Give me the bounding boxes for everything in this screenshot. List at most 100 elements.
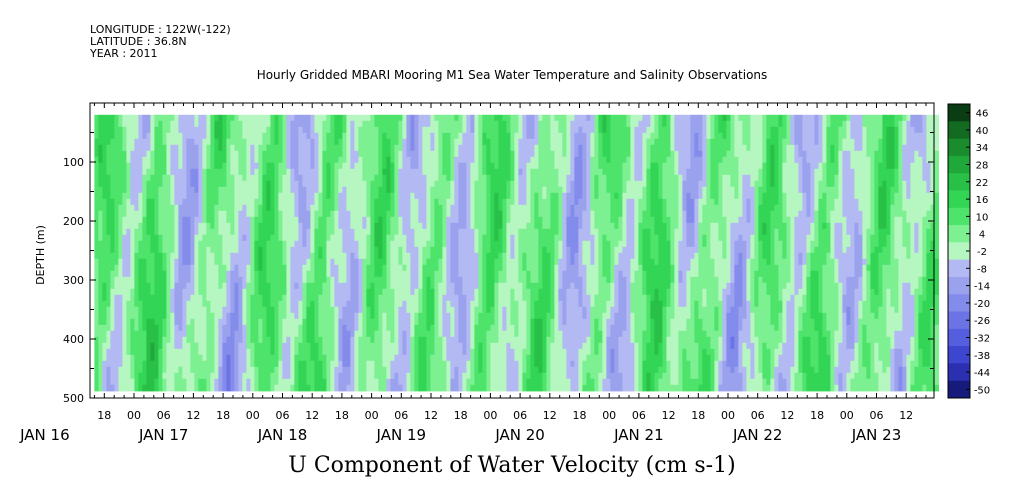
heatmap-cell (154, 294, 159, 302)
heatmap-cell (406, 144, 411, 152)
heatmap-cell (370, 132, 375, 140)
heatmap-cell (498, 342, 503, 350)
heatmap-cell (234, 366, 239, 374)
heatmap-cell (438, 318, 443, 326)
heatmap-cell (342, 240, 347, 248)
heatmap-cell (486, 294, 491, 302)
heatmap-cell (222, 126, 227, 134)
heatmap-cell (314, 126, 319, 134)
heatmap-cell (506, 132, 511, 140)
heatmap-cell (246, 324, 251, 332)
heatmap-cell (174, 132, 179, 140)
heatmap-cell (118, 318, 123, 326)
heatmap-cell (474, 276, 479, 284)
heatmap-cell (498, 132, 503, 140)
heatmap-cell (274, 222, 279, 230)
heatmap-cell (502, 288, 507, 296)
heatmap-cell (398, 294, 403, 302)
heatmap-cell (386, 366, 391, 374)
heatmap-cell (458, 348, 463, 356)
heatmap-cell (270, 222, 275, 230)
heatmap-cell (270, 162, 275, 170)
heatmap-cell (302, 324, 307, 332)
heatmap-cell (230, 240, 235, 248)
heatmap-cell (114, 366, 119, 374)
heatmap-cell (470, 192, 475, 200)
heatmap-cell (390, 138, 395, 146)
heatmap-cell (302, 246, 307, 254)
heatmap-cell (438, 288, 443, 296)
heatmap-cell (454, 138, 459, 146)
heatmap-cell (194, 384, 199, 392)
heatmap-cell (402, 354, 407, 362)
heatmap-cell (186, 138, 191, 146)
heatmap-cell (386, 324, 391, 332)
heatmap-cell (390, 210, 395, 218)
heatmap-cell (514, 150, 519, 158)
heatmap-cell (478, 216, 483, 224)
heatmap-cell (142, 144, 147, 152)
heatmap-cell (426, 216, 431, 224)
heatmap-cell (306, 138, 311, 146)
heatmap-cell (114, 306, 119, 314)
heatmap-cell (458, 312, 463, 320)
heatmap-cell (146, 336, 151, 344)
heatmap-cell (250, 324, 255, 332)
heatmap-cell (154, 186, 159, 194)
heatmap-cell (198, 216, 203, 224)
heatmap-cell (198, 186, 203, 194)
heatmap-cell (506, 360, 511, 368)
heatmap-cell (282, 240, 287, 248)
heatmap-cell (230, 246, 235, 254)
heatmap-cell (186, 186, 191, 194)
heatmap-cell (474, 282, 479, 290)
heatmap-cell (442, 198, 447, 206)
heatmap-cell (398, 342, 403, 350)
heatmap-cell (494, 318, 499, 326)
heatmap-cell (358, 342, 363, 350)
heatmap-cell (442, 252, 447, 260)
heatmap-cell (218, 132, 223, 140)
heatmap-cell (158, 186, 163, 194)
heatmap-cell (342, 378, 347, 386)
heatmap-cell (214, 378, 219, 386)
heatmap-cell (354, 150, 359, 158)
heatmap-cell (186, 198, 191, 206)
heatmap-cell (126, 234, 131, 242)
heatmap-cell (486, 240, 491, 248)
heatmap-cell (466, 222, 471, 230)
heatmap-cell (266, 300, 271, 308)
heatmap-cell (278, 150, 283, 158)
heatmap-cell (470, 342, 475, 350)
heatmap-cell (210, 366, 215, 374)
heatmap-cell (138, 300, 143, 308)
heatmap-cell (470, 144, 475, 152)
heatmap-cell (414, 318, 419, 326)
heatmap-cell (518, 318, 523, 326)
heatmap-cell (510, 222, 515, 230)
heatmap-cell (366, 234, 371, 242)
heatmap-cell (474, 216, 479, 224)
heatmap-cell (134, 276, 139, 284)
heatmap-cell (318, 354, 323, 362)
heatmap-cell (502, 234, 507, 242)
heatmap-cell (278, 378, 283, 386)
heatmap-cell (274, 360, 279, 368)
heatmap-cell (478, 282, 483, 290)
heatmap-cell (454, 222, 459, 230)
heatmap-cell (122, 312, 127, 320)
heatmap-cell (98, 318, 103, 326)
heatmap-cell (514, 132, 519, 140)
heatmap-cell (362, 192, 367, 200)
heatmap-cell (434, 342, 439, 350)
heatmap-cell (110, 300, 115, 308)
heatmap-cell (466, 378, 471, 386)
heatmap-cell (362, 252, 367, 260)
heatmap-cell (346, 354, 351, 362)
heatmap-cell (234, 264, 239, 272)
heatmap-cell (190, 354, 195, 362)
heatmap-cell (382, 138, 387, 146)
heatmap-cell (474, 246, 479, 254)
heatmap-cell (406, 162, 411, 170)
heatmap-cell (390, 354, 395, 362)
